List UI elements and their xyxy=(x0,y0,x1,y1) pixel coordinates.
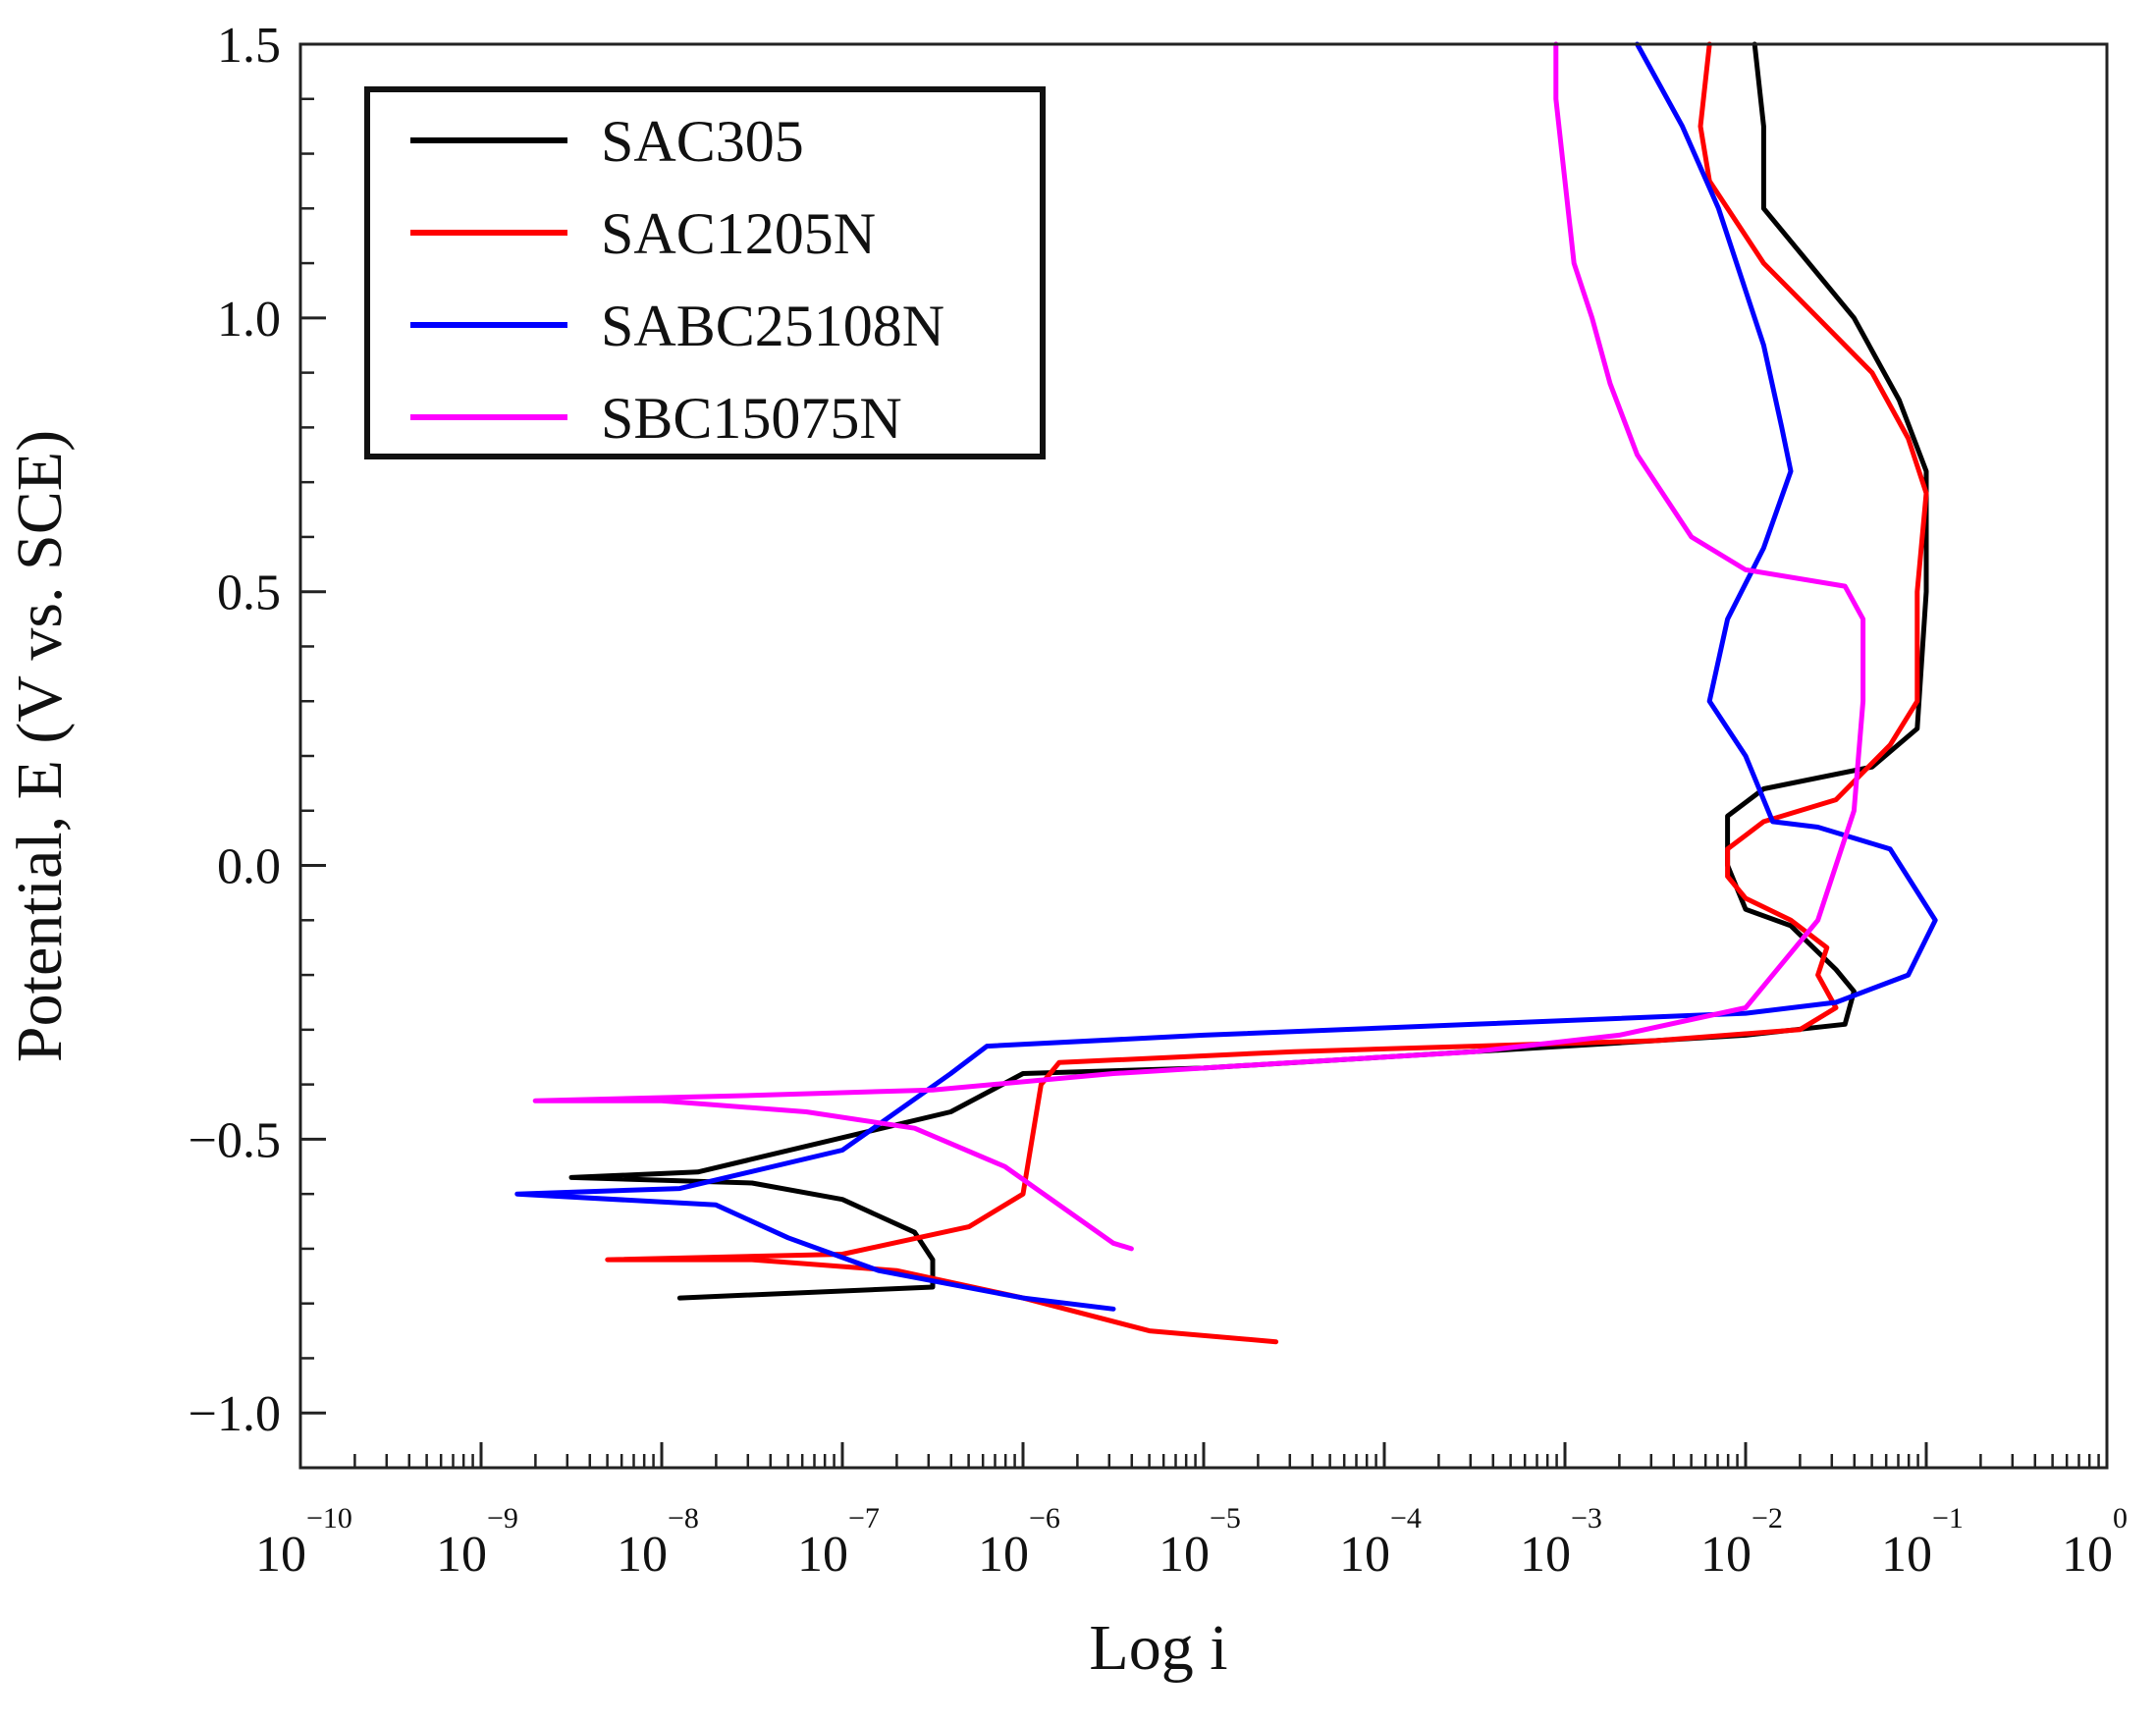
ticks-layer xyxy=(298,42,2109,1470)
x-tick-base: 10 xyxy=(436,1527,487,1583)
legend-label-sac1205n: SAC1205N xyxy=(601,201,876,266)
legend-items: SAC305 SAC1205N SABC25108N SBC15075N xyxy=(410,109,944,451)
x-tick-base: 10 xyxy=(1520,1527,1571,1583)
x-tick-exponent: −7 xyxy=(848,1502,880,1534)
series-line-sabc25108n xyxy=(514,41,1938,1312)
x-tick-label: 10−3 xyxy=(1520,1502,1602,1583)
series-line-sac305 xyxy=(568,41,1929,1301)
x-tick-base: 10 xyxy=(1700,1527,1752,1583)
x-tick-exponent: −4 xyxy=(1390,1502,1422,1534)
series-layer xyxy=(514,41,1938,1345)
x-tick-base: 10 xyxy=(617,1527,668,1583)
x-tick-label: 10−1 xyxy=(1881,1502,1964,1583)
y-tick-label: 0.0 xyxy=(217,839,281,895)
legend-label-sabc25108n: SABC25108N xyxy=(601,294,944,358)
series-line-sac1205n xyxy=(605,41,1929,1345)
x-tick-label: 10−8 xyxy=(617,1502,699,1583)
x-tick-base: 10 xyxy=(978,1527,1029,1583)
x-tick-exponent: −6 xyxy=(1029,1502,1060,1534)
x-tick-label: 10−9 xyxy=(436,1502,518,1583)
x-tick-base: 10 xyxy=(1159,1527,1210,1583)
x-tick-label: 10−6 xyxy=(978,1502,1060,1583)
legend-label-sbc15075n: SBC15075N xyxy=(601,386,902,451)
legend-box xyxy=(364,86,1046,459)
tick-labels: 10−1010−910−810−710−610−510−410−310−210−… xyxy=(189,18,2128,1583)
x-tick-exponent: −8 xyxy=(668,1502,699,1534)
y-tick-label: −0.5 xyxy=(189,1112,281,1168)
x-tick-base: 10 xyxy=(797,1527,848,1583)
legend-label-sac305: SAC305 xyxy=(601,109,804,174)
x-tick-exponent: −9 xyxy=(487,1502,518,1534)
y-tick-label: 1.0 xyxy=(217,292,281,348)
x-tick-exponent: −1 xyxy=(1932,1502,1964,1534)
x-tick-exponent: −10 xyxy=(306,1502,352,1534)
x-tick-label: 100 xyxy=(2062,1502,2128,1583)
x-tick-base: 10 xyxy=(1881,1527,1932,1583)
x-tick-exponent: −2 xyxy=(1752,1502,1783,1534)
x-tick-exponent: 0 xyxy=(2113,1502,2128,1534)
y-axis-title: Potential, E (V vs. SCE) xyxy=(4,430,76,1062)
x-tick-label: 10−7 xyxy=(797,1502,880,1583)
y-tick-label: 0.5 xyxy=(217,565,281,621)
x-axis-title: Log i xyxy=(1089,1612,1227,1684)
x-tick-label: 10−10 xyxy=(255,1502,352,1583)
x-tick-label: 10−5 xyxy=(1159,1502,1241,1583)
x-tick-base: 10 xyxy=(255,1527,306,1583)
x-tick-label: 10−4 xyxy=(1339,1502,1422,1583)
x-tick-base: 10 xyxy=(1339,1527,1390,1583)
series-line-sbc15075n xyxy=(532,41,1866,1252)
x-tick-exponent: −3 xyxy=(1571,1502,1602,1534)
x-tick-exponent: −5 xyxy=(1210,1502,1241,1534)
legend: SAC305 SAC1205N SABC25108N SBC15075N xyxy=(364,86,1046,459)
y-tick-label: 1.5 xyxy=(217,18,281,74)
y-tick-label: −1.0 xyxy=(189,1386,281,1442)
x-tick-base: 10 xyxy=(2062,1527,2113,1583)
x-tick-label: 10−2 xyxy=(1700,1502,1783,1583)
